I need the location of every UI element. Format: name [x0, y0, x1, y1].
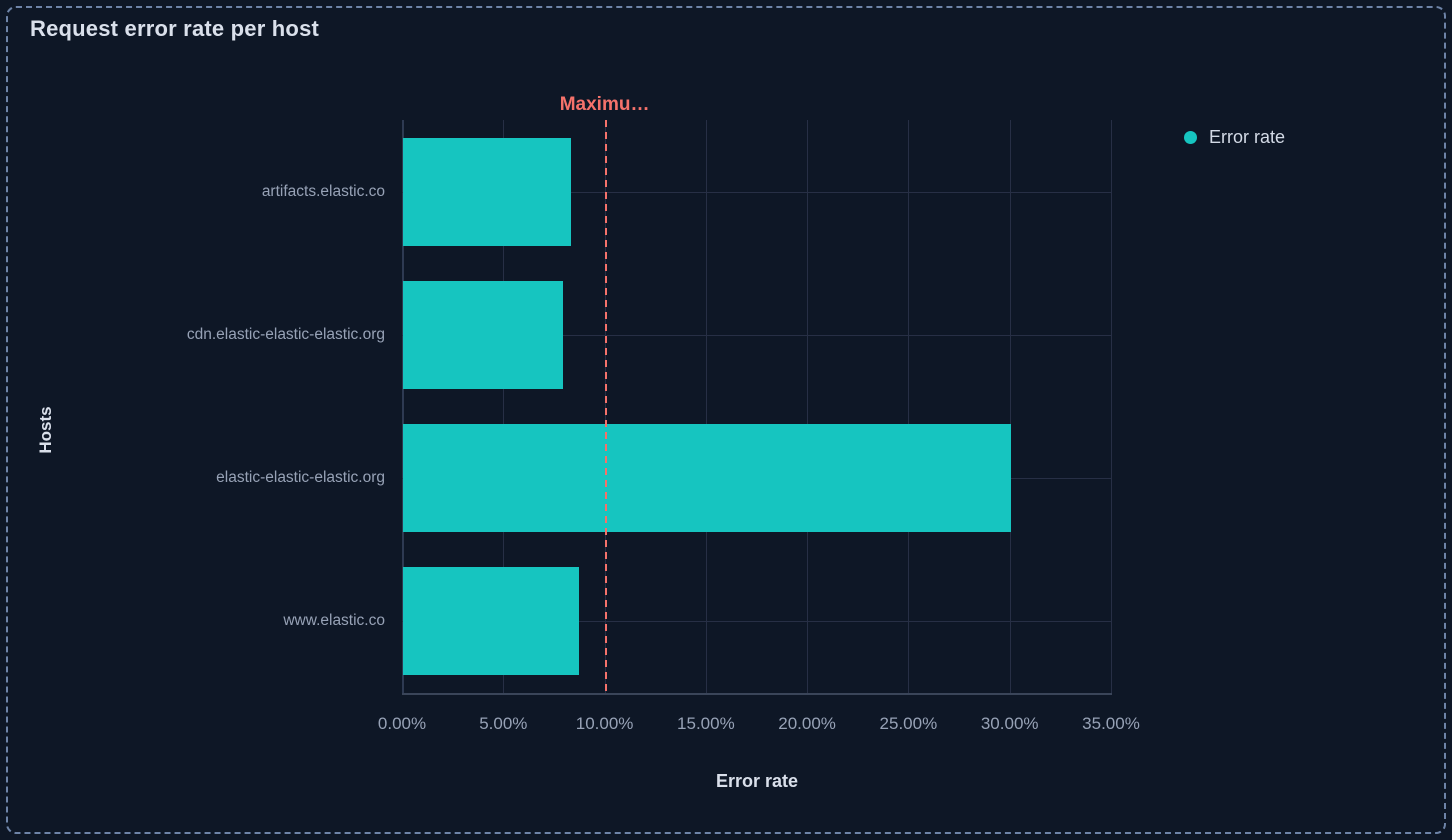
gridline-vertical [503, 120, 505, 693]
gridline-horizontal [402, 621, 1111, 623]
x-axis-tick-label: 30.00% [980, 714, 1039, 733]
legend-series-dot-icon [1184, 131, 1197, 144]
x-axis-tick-label: 10.00% [575, 714, 634, 733]
gridline-horizontal [402, 334, 1111, 336]
threshold-annotation-line [604, 120, 607, 693]
y-axis-category-label: www.elastic.co [283, 612, 385, 630]
gridline-vertical [807, 120, 809, 693]
y-axis-category-label: elastic-elastic-elastic.org [216, 469, 385, 487]
gridline-vertical [705, 120, 707, 693]
threshold-annotation-label: Maximu… [559, 94, 650, 115]
legend-series-label: Error rate [1209, 127, 1286, 147]
legend-item-error-rate[interactable]: Error rate [1184, 127, 1285, 148]
bar[interactable] [403, 137, 572, 246]
x-axis-tick-label: 35.00% [1082, 714, 1140, 733]
bar[interactable] [403, 424, 1011, 533]
bar[interactable] [403, 567, 580, 676]
x-axis-tick-label: 15.00% [677, 714, 735, 733]
chart-title: Request error rate per host [30, 16, 320, 41]
x-axis-title: Error rate [715, 771, 799, 791]
y-axis-line [402, 120, 404, 693]
bar[interactable] [403, 280, 563, 389]
y-axis-title: Hosts [36, 406, 55, 454]
x-axis-line [402, 693, 1112, 695]
x-axis-tick-label: 0.00% [377, 714, 427, 733]
gridline-vertical [1009, 120, 1011, 693]
plot-area [402, 120, 1112, 693]
x-axis-tick-label: 25.00% [879, 714, 938, 733]
x-axis-tick-label: 20.00% [778, 714, 836, 733]
gridline-vertical [908, 120, 910, 693]
gridline-vertical [1111, 120, 1112, 693]
y-axis-category-label: cdn.elastic-elastic-elastic.org [186, 325, 385, 343]
x-axis-tick-label: 5.00% [479, 714, 528, 733]
gridline-horizontal [402, 191, 1111, 193]
y-axis-category-label: artifacts.elastic.co [261, 182, 385, 200]
